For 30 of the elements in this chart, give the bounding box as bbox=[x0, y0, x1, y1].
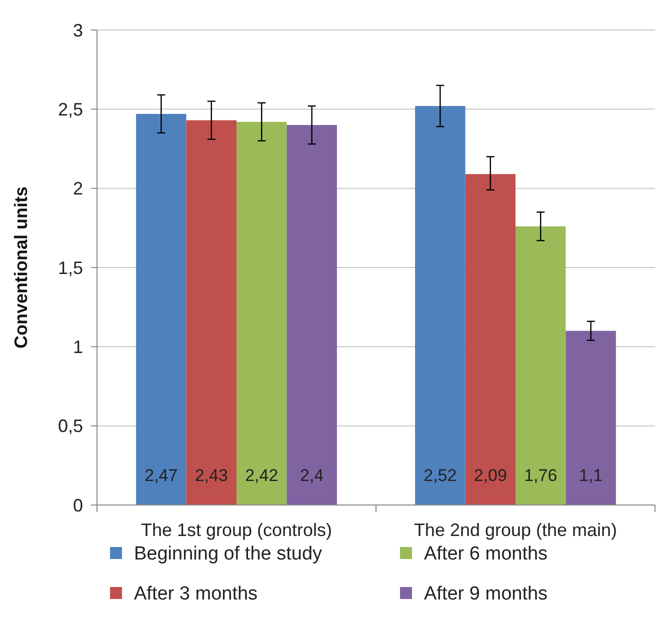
y-tick-label: 2,5 bbox=[58, 99, 83, 120]
bar bbox=[286, 125, 337, 505]
bar bbox=[415, 106, 466, 505]
bar bbox=[136, 114, 186, 505]
legend-label: After 9 months bbox=[424, 584, 548, 605]
data-label: 2,47 bbox=[144, 466, 178, 485]
bar bbox=[516, 226, 566, 505]
data-label: 2,42 bbox=[245, 466, 278, 485]
legend-label: Beginning of the study bbox=[134, 544, 323, 565]
y-tick-label: 0 bbox=[72, 495, 83, 516]
data-label: 2,52 bbox=[424, 466, 457, 485]
y-tick-label: 0,5 bbox=[58, 416, 83, 436]
data-label: 2,43 bbox=[194, 466, 228, 485]
bar bbox=[465, 174, 516, 505]
x-tick-label: The 1st group (controls) bbox=[140, 520, 332, 540]
y-axis-title: Conventional units bbox=[11, 186, 31, 348]
y-tick-label: 2 bbox=[72, 178, 83, 199]
data-label: 1,1 bbox=[579, 466, 603, 485]
bar bbox=[236, 122, 287, 505]
legend-label: After 6 months bbox=[424, 544, 548, 565]
legend-label: After 3 months bbox=[134, 584, 258, 605]
data-label: 2,4 bbox=[300, 466, 324, 485]
bar bbox=[186, 120, 236, 505]
data-label: 1,76 bbox=[524, 466, 558, 485]
bar bbox=[566, 330, 616, 505]
x-tick-label: The 2nd group (the main) bbox=[414, 520, 618, 540]
y-tick-label: 1,5 bbox=[58, 258, 83, 278]
y-tick-label: 1 bbox=[72, 336, 83, 357]
y-tick-label: 3 bbox=[72, 20, 83, 40]
data-label: 2,09 bbox=[474, 466, 507, 485]
